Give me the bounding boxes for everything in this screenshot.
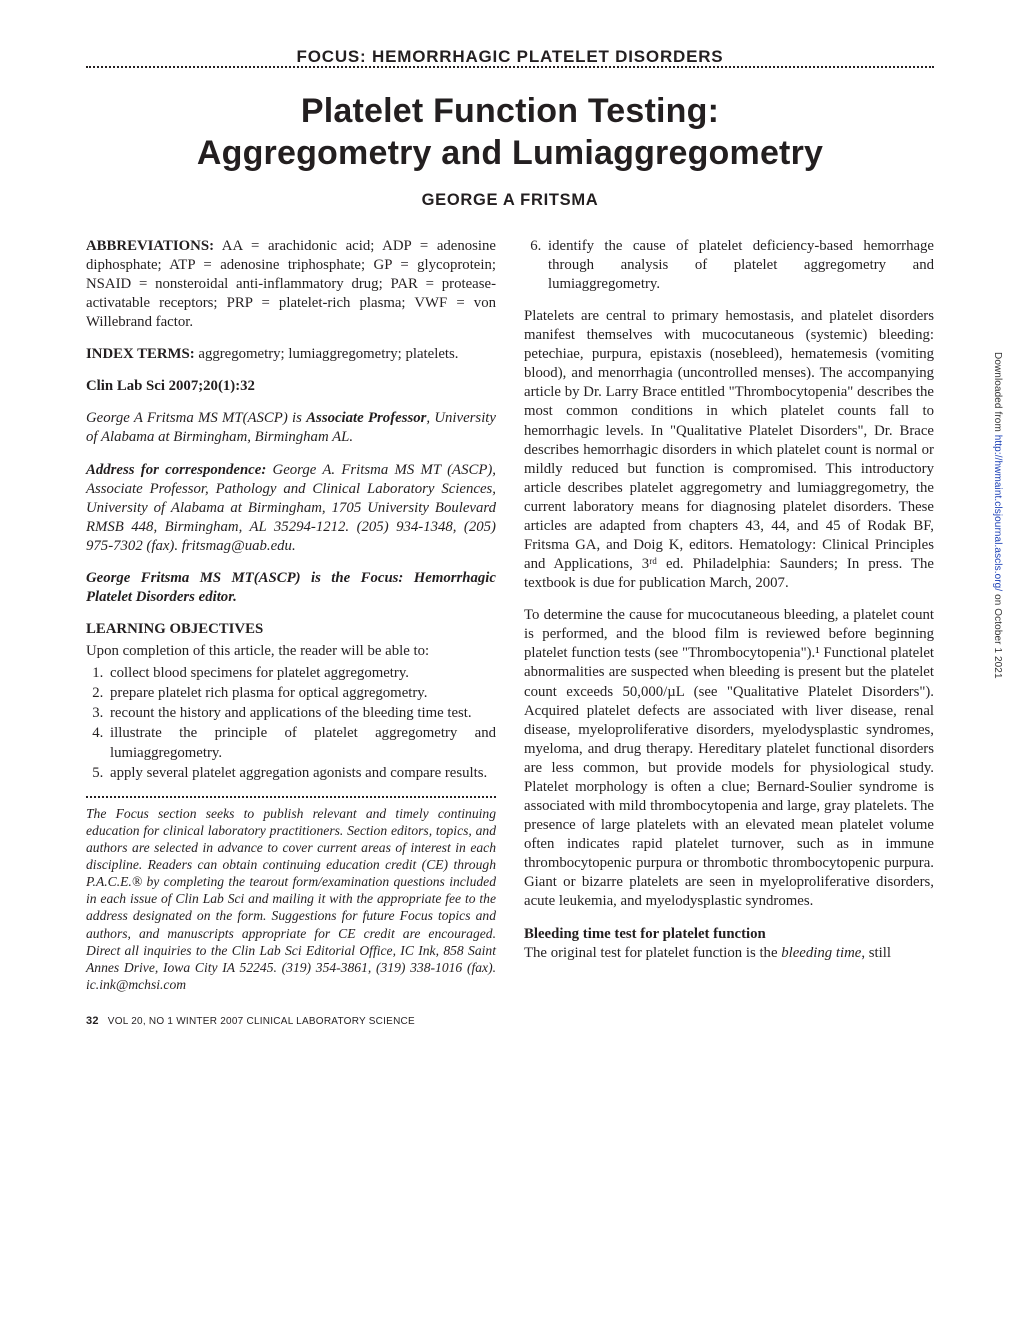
author-block: GEORGE A FRITSMA — [86, 191, 934, 210]
section-subheading: Bleeding time test for platelet function — [524, 926, 766, 942]
list-item: apply several platelet aggregation agoni… — [107, 764, 496, 783]
correspondence-address: Address for correspondence: George A. Fr… — [86, 461, 496, 556]
download-sidebar: Downloaded from http://hwmaint.clsjourna… — [983, 352, 1003, 679]
index-terms-text: aggregometry; lumiaggregometry; platelet… — [195, 346, 459, 362]
address-label: Address for correspondence: — [86, 462, 266, 478]
learning-objectives-intro: Upon completion of this article, the rea… — [86, 642, 496, 661]
index-terms-paragraph: INDEX TERMS: aggregometry; lumiaggregome… — [86, 345, 496, 364]
body-paragraph-2: To determine the cause for mucocutaneous… — [524, 606, 934, 911]
footer-text: VOL 20, NO 1 WINTER 2007 CLINICAL LABORA… — [105, 1016, 415, 1027]
focus-fineprint: The Focus section seeks to publish relev… — [86, 805, 496, 993]
p3-text-c: , still — [861, 945, 891, 961]
learning-objectives-list: collect blood specimens for platelet agg… — [86, 664, 496, 782]
list-item: illustrate the principle of platelet agg… — [107, 724, 496, 762]
body-paragraph-3: The original test for platelet function … — [524, 944, 934, 963]
category-heading: FOCUS: HEMORRHAGIC PLATELET DISORDERS — [86, 48, 934, 68]
citation-line: Clin Lab Sci 2007;20(1):32 — [86, 377, 496, 396]
learning-objectives-heading: LEARNING OBJECTIVES — [86, 621, 263, 637]
list-item: recount the history and applications of … — [107, 704, 496, 723]
body-paragraph-1: Platelets are central to primary hemosta… — [524, 307, 934, 593]
dotted-rule — [86, 796, 496, 798]
author-name: GEORGE A FRITSMA — [420, 191, 601, 210]
page-footer: 32 VOL 20, NO 1 WINTER 2007 CLINICAL LAB… — [86, 1015, 415, 1027]
bio-text-a: George A Fritsma MS MT(ASCP) is — [86, 410, 306, 426]
sidebar-text-a: Downloaded from — [992, 352, 1003, 435]
learning-objectives-list-cont: identify the cause of platelet deficienc… — [524, 237, 934, 294]
page-number: 32 — [86, 1015, 99, 1027]
editor-line: George Fritsma MS MT(ASCP) is the Focus:… — [86, 569, 496, 607]
sidebar-link[interactable]: http://hwmaint.clsjournal.ascls.org/ — [992, 435, 1003, 591]
body-columns: ABBREVIATIONS: AA = arachidonic acid; AD… — [86, 237, 934, 1006]
list-item: identify the cause of platelet deficienc… — [545, 237, 934, 294]
title-line-2: Aggregometry and Lumiaggregometry — [197, 134, 823, 172]
p3-text-a: The original test for platelet function … — [524, 945, 781, 961]
p3-italic-term: bleeding time — [781, 945, 861, 961]
abbreviations-label: ABBREVIATIONS: — [86, 238, 214, 254]
article-title: Platelet Function Testing: Aggregometry … — [86, 90, 934, 175]
author-dotted-rule — [86, 213, 934, 215]
list-item: collect blood specimens for platelet agg… — [107, 664, 496, 683]
editor-text-a: George Fritsma MS MT(ASCP) is the — [86, 570, 361, 586]
bio-role: Associate Professor — [306, 410, 426, 426]
title-line-1: Platelet Function Testing: — [301, 92, 719, 130]
page-root: FOCUS: HEMORRHAGIC PLATELET DISORDERS Pl… — [0, 0, 1020, 1046]
abbreviations-paragraph: ABBREVIATIONS: AA = arachidonic acid; AD… — [86, 237, 496, 332]
learning-objectives-block: LEARNING OBJECTIVES Upon completion of t… — [86, 620, 496, 993]
sidebar-text-b: on October 1 2021 — [992, 591, 1003, 678]
index-terms-label: INDEX TERMS: — [86, 346, 195, 362]
author-bio: George A Fritsma MS MT(ASCP) is Associat… — [86, 409, 496, 447]
citation-text: Clin Lab Sci 2007;20(1):32 — [86, 378, 255, 394]
list-item: prepare platelet rich plasma for optical… — [107, 684, 496, 703]
editor-text-c: editor. — [195, 589, 237, 605]
